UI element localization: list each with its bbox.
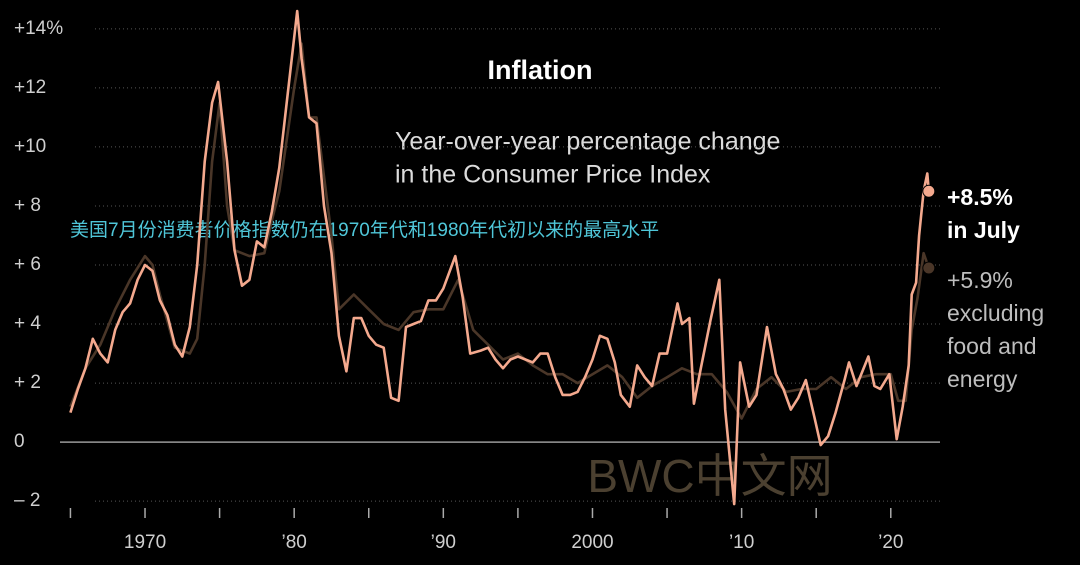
end-dot [922,184,936,198]
x-tick-label: ’90 [431,532,456,553]
y-tick-label: +12 [14,77,46,98]
core-annotation: +5.9% [947,267,1013,293]
watermark: BWC中文网 [587,450,832,502]
headline-annotation: +8.5% [947,184,1013,210]
y-tick-label: + 6 [14,254,41,275]
y-tick-label: 0 [14,431,25,452]
x-tick-label: 2000 [571,532,613,553]
chart-subtitle: in the Consumer Price Index [395,161,711,189]
core-annotation: excluding [947,300,1044,326]
y-tick-label: – 2 [14,490,40,511]
x-tick-label: ’80 [281,532,306,553]
x-tick-label: ’20 [878,532,903,553]
series-line [69,9,931,506]
y-tick-label: +10 [14,136,46,157]
overlay-text: 美国7月份消费者价格指数仍在1970年代和1980年代初以来的最高水平 [70,219,659,241]
y-tick-label: + 4 [14,313,41,334]
x-tick-label: 1970 [124,532,166,553]
chart-title: Inflation [488,55,593,85]
y-tick-label: + 8 [14,195,41,216]
y-tick-label: +14% [14,18,63,39]
y-tick-label: + 2 [14,372,41,393]
headline-annotation: in July [947,217,1020,243]
end-dot [922,261,936,275]
chart-subtitle: Year-over-year percentage change [395,128,780,156]
core-annotation: energy [947,366,1018,392]
core-annotation: food and [947,333,1037,359]
x-tick-label: ’10 [729,532,754,553]
